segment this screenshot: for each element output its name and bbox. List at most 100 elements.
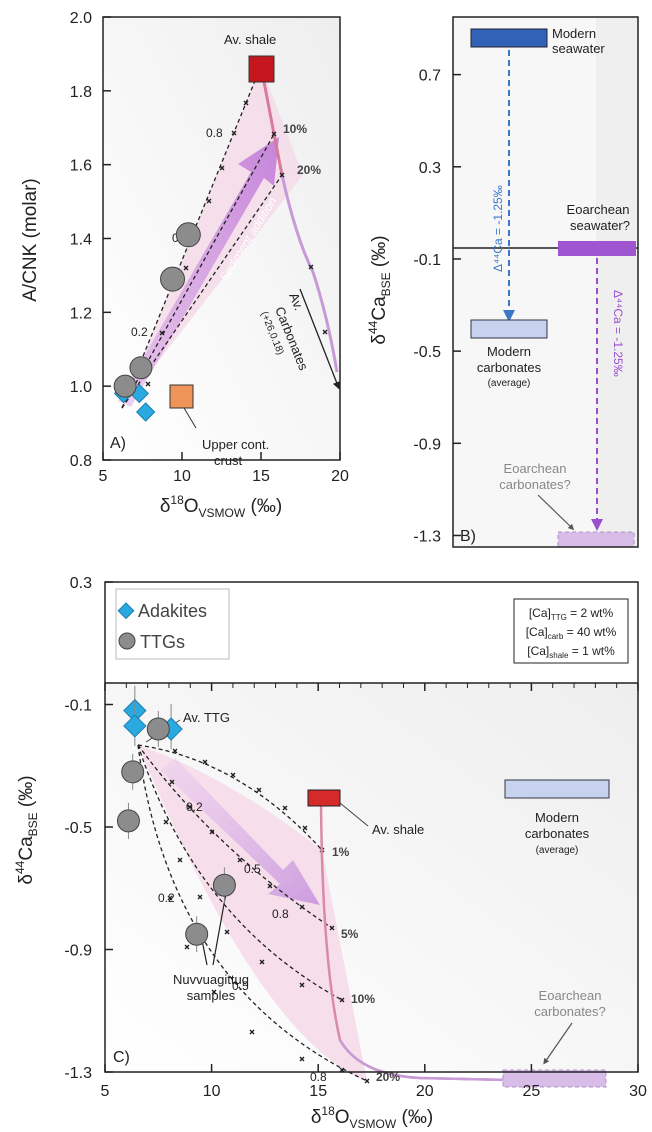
modern-seawater-label-2: seawater bbox=[552, 41, 605, 56]
c-x-tick-label: 10 bbox=[203, 1083, 221, 1100]
c-fraction-0-5b: 0.5 bbox=[232, 979, 249, 993]
c-eoarchean-pointer bbox=[543, 1022, 573, 1065]
conc-box-frame bbox=[513, 598, 629, 664]
b-y-tick-label: -1.3 bbox=[413, 528, 441, 545]
a-ttg-point bbox=[113, 374, 137, 398]
carbonates-direction-arrow bbox=[299, 288, 341, 390]
c-fraction-0-2a: 0.2 bbox=[186, 800, 203, 814]
c-fraction-0-5a: 0.5 bbox=[244, 862, 261, 876]
c-percent-5-label: 5% bbox=[341, 927, 359, 941]
av-shale-marker bbox=[248, 55, 275, 83]
legend-adakite-icon bbox=[117, 602, 135, 620]
c-y-tick-label: 0.3 bbox=[70, 575, 92, 592]
percent-20-label: 20% bbox=[297, 163, 321, 177]
eoarchean-carbonates-label-2: carbonates? bbox=[499, 477, 571, 492]
modern-seawater-label-1: Modern bbox=[552, 26, 596, 41]
panel-a-mix-line-3 bbox=[121, 174, 283, 409]
c-av-shale-label: Av. shale bbox=[372, 822, 424, 837]
c-modern-carbonates-label-2: carbonates bbox=[525, 826, 590, 841]
c-y-tick-label: -0.1 bbox=[64, 698, 92, 715]
purple-delta-label: Δ⁴⁴Ca = -1.25‰ bbox=[611, 290, 625, 377]
c-modern-carbonates-label-1: Modern bbox=[535, 810, 579, 825]
upper-crust-label-1: Upper cont. bbox=[202, 437, 269, 452]
a-y-tick-label: 0.8 bbox=[70, 453, 92, 470]
av-carbonates-label-1: Av. bbox=[286, 291, 306, 313]
c-percent-1-label: 1% bbox=[332, 845, 350, 859]
a-x-tick-label: 15 bbox=[252, 468, 270, 485]
b-y-tick-label: 0.7 bbox=[419, 68, 441, 85]
a-y-tick-label: 1.4 bbox=[70, 232, 92, 249]
modern-carbonates-label-1: Modern bbox=[487, 344, 531, 359]
c-ttg-point bbox=[146, 717, 170, 741]
a-ttg-point bbox=[160, 266, 186, 292]
panel-a-mix-ticks bbox=[145, 100, 328, 387]
panel-b: Modern seawater Δ⁴⁴Ca = -1.25‰ Modern ca… bbox=[366, 16, 639, 548]
concentration-box: [Ca]TTG = 2 wt% [Ca]carb = 40 wt% [Ca]sh… bbox=[513, 598, 629, 664]
c-modern-carbonates-label-3: (average) bbox=[536, 845, 579, 856]
a-y-tick-label: 1.8 bbox=[70, 84, 92, 101]
eoarchean-carbonates-label-1: Eoarchean bbox=[504, 461, 567, 476]
panel-c-mixing-arrow bbox=[160, 758, 320, 905]
modern-carbonates-bar bbox=[470, 319, 548, 339]
panel-c-mixing-fan bbox=[138, 745, 367, 1081]
percent-10-label: 10% bbox=[283, 122, 307, 136]
modern-carbonates-label-3: (average) bbox=[488, 378, 531, 389]
panel-c-legend: Adakites TTGs bbox=[115, 588, 230, 660]
blue-delta-label: Δ⁴⁴Ca = -1.25‰ bbox=[491, 185, 505, 272]
panel-b-label: B) bbox=[460, 528, 476, 545]
panel-a-axes: 5 10 15 20 0.8 1.0 1.2 1.4 1.6 1.8 2.0 bbox=[70, 10, 349, 485]
c-ttg-point bbox=[185, 922, 209, 946]
panel-a-y-axis-title: A/CNK (molar) bbox=[20, 178, 41, 302]
panel-c-lower-area bbox=[105, 683, 638, 1072]
c-ttg-point bbox=[121, 760, 145, 784]
c-eoarchean-carbonates-bar bbox=[502, 1069, 607, 1088]
c-fraction-0-8a: 0.8 bbox=[272, 907, 289, 921]
eoarchean-seawater-label-1: Eoarchean bbox=[567, 202, 630, 217]
a-x-tick-label: 5 bbox=[99, 468, 108, 485]
b-y-tick-label: -0.9 bbox=[413, 436, 441, 453]
a-x-tick-label: 20 bbox=[331, 468, 349, 485]
c-adakite-point bbox=[123, 714, 147, 738]
a-y-tick-label: 1.2 bbox=[70, 305, 92, 322]
panel-a-x-axis-title: δ18OVSMOW (‰) bbox=[160, 493, 282, 520]
legend-ttg-icon bbox=[118, 632, 136, 650]
modern-carbonates-label-2: carbonates bbox=[477, 360, 542, 375]
panel-c-x-axis-title: δ18OVSMOW (‰) bbox=[311, 1104, 433, 1131]
c-x-tick-label: 30 bbox=[629, 1083, 647, 1100]
legend-adakites-label: Adakites bbox=[138, 601, 207, 621]
panel-b-y-axis-title: δ44CaBSE (‰) bbox=[366, 235, 393, 344]
c-eoarchean-carbonates-label-2: carbonates? bbox=[534, 1004, 606, 1019]
c-percent-20-label: 20% bbox=[376, 1070, 400, 1084]
a-x-tick-label: 10 bbox=[173, 468, 191, 485]
a-y-tick-label: 1.6 bbox=[70, 158, 92, 175]
a-y-tick-label: 1.0 bbox=[70, 379, 92, 396]
c-y-tick-label: -0.9 bbox=[64, 943, 92, 960]
panel-c: Av. shale Modern carbonates (average) Eo… bbox=[13, 575, 647, 1131]
c-x-tick-label: 25 bbox=[523, 1083, 541, 1100]
panel-c-label: C) bbox=[113, 1049, 130, 1066]
c-fraction-0-2b: 0.2 bbox=[158, 891, 175, 905]
c-ttg-point bbox=[212, 873, 236, 897]
fraction-0-2-label: 0.2 bbox=[131, 325, 148, 339]
conc-ttg: [Ca]TTG = 2 wt% bbox=[529, 606, 614, 622]
modern-seawater-bar bbox=[470, 28, 548, 48]
c-fraction-0-8b: 0.8 bbox=[310, 1070, 327, 1084]
panel-a: Sediment addition Upper cont. crust bbox=[20, 10, 349, 520]
c-y-tick-label: -0.5 bbox=[64, 820, 92, 837]
av-ttg-label: Av. TTG bbox=[183, 710, 230, 725]
panel-a-data-points bbox=[113, 222, 201, 422]
c-y-tick-label: -1.3 bbox=[64, 1065, 92, 1082]
fraction-0-8-label: 0.8 bbox=[206, 126, 223, 140]
nuvvuagittuq-label-2: samples bbox=[187, 988, 236, 1003]
legend-box bbox=[115, 588, 230, 660]
b-y-tick-label: 0.3 bbox=[419, 160, 441, 177]
upper-crust-leader bbox=[183, 407, 197, 429]
panel-c-data-points bbox=[116, 685, 236, 953]
upper-crust-marker bbox=[169, 384, 194, 409]
conc-shale: [Ca]shale = 1 wt% bbox=[527, 644, 615, 660]
c-x-tick-label: 5 bbox=[101, 1083, 110, 1100]
panel-b-shade bbox=[596, 17, 638, 547]
b-y-tick-label: -0.5 bbox=[413, 344, 441, 361]
panel-b-frame bbox=[452, 16, 639, 548]
